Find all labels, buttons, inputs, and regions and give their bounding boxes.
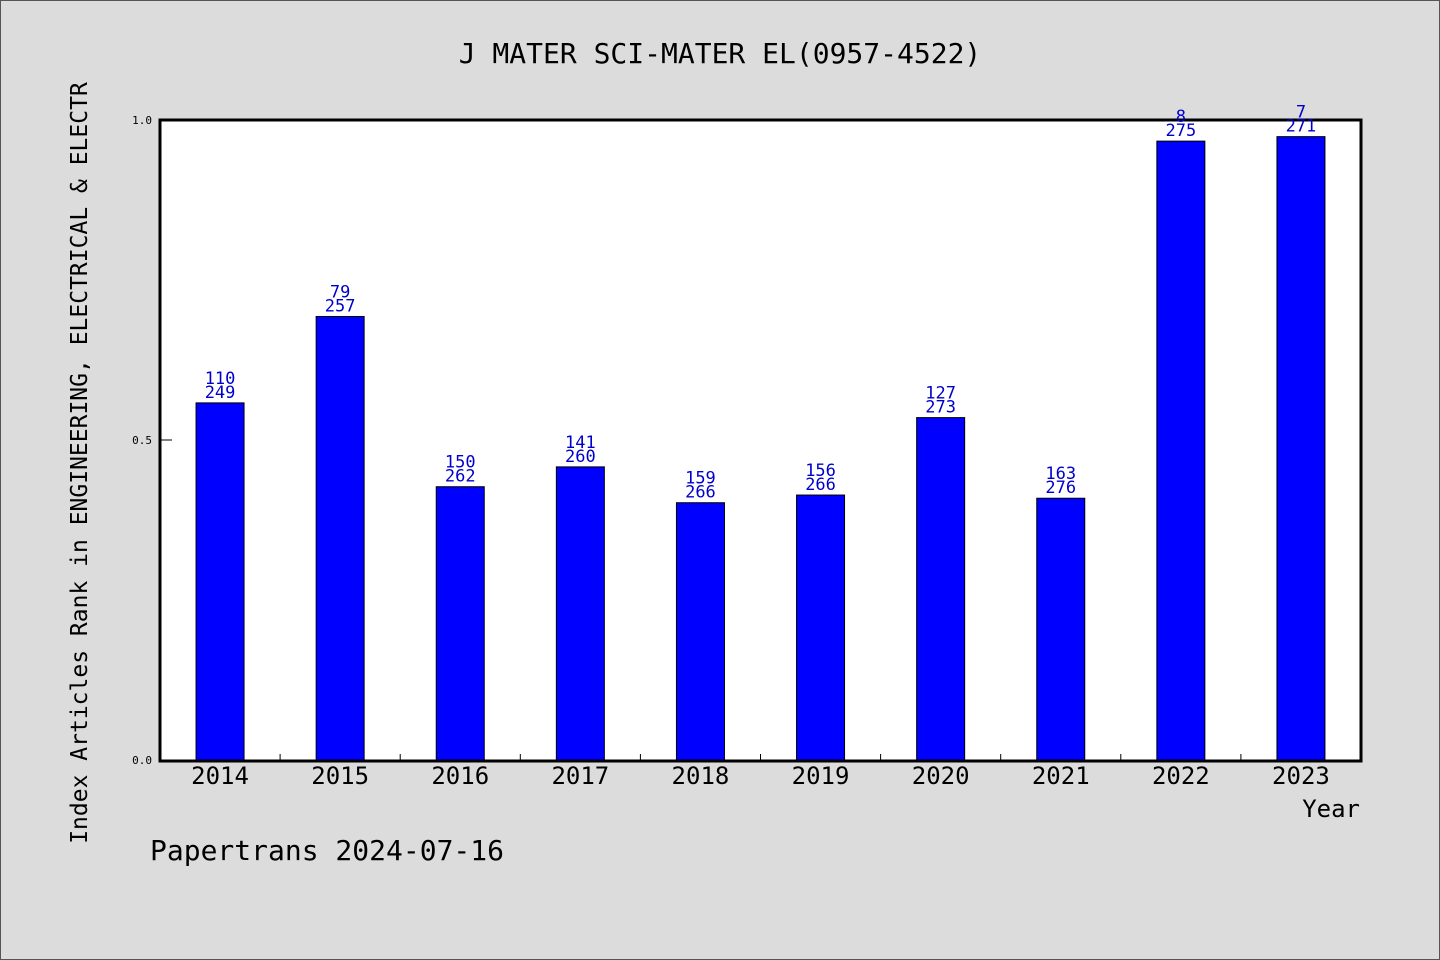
x-tick-label: 2017 xyxy=(551,762,609,790)
y-tick-label: 1.0 xyxy=(132,114,152,127)
x-tick-label: 2023 xyxy=(1272,762,1330,790)
footer-credit: Papertrans 2024-07-16 xyxy=(150,834,505,867)
rank-label: 150 xyxy=(445,453,476,473)
bar-2020 xyxy=(916,417,966,761)
x-tick-label: 2015 xyxy=(311,762,369,790)
x-tick-label: 2021 xyxy=(1032,762,1090,790)
x-tick-label: 2019 xyxy=(792,762,850,790)
x-tick-label: 2014 xyxy=(191,762,249,790)
total-label: 273 xyxy=(925,398,956,418)
rank-label: 163 xyxy=(1045,464,1076,484)
total-label: 249 xyxy=(205,383,236,403)
x-axis-label: Year xyxy=(1302,795,1360,823)
rank-label: 79 xyxy=(330,282,350,302)
total-label: 271 xyxy=(1286,117,1317,137)
y-tick-label: 0.0 xyxy=(132,754,152,767)
total-label: 266 xyxy=(805,475,836,495)
rank-label: 159 xyxy=(685,469,716,489)
bar-2019 xyxy=(796,494,846,761)
total-label: 260 xyxy=(565,447,596,467)
bar-2018 xyxy=(675,502,725,761)
ticks-layer: 0.0 0.5 1.0 xyxy=(132,114,1242,767)
bars-layer xyxy=(195,136,1326,761)
x-tick-label: 2016 xyxy=(431,762,489,790)
rank-label: 7 xyxy=(1296,103,1306,123)
bar-2017 xyxy=(555,466,605,761)
total-label: 266 xyxy=(685,483,716,503)
rank-label: 8 xyxy=(1176,107,1186,127)
bar-2014 xyxy=(195,402,245,761)
rank-label: 110 xyxy=(205,369,236,389)
total-label: 275 xyxy=(1165,121,1196,141)
x-tick-label: 2020 xyxy=(912,762,970,790)
x-tick-label: 2022 xyxy=(1152,762,1210,790)
total-label: 257 xyxy=(325,296,356,316)
y-axis-label: Index Articles Rank in ENGINEERING, ELEC… xyxy=(67,82,93,844)
chart-title: J MATER SCI-MATER EL(0957-4522) xyxy=(459,37,982,70)
bar-2022 xyxy=(1156,140,1206,761)
x-tick-label: 2018 xyxy=(672,762,730,790)
y-tick-label: 0.5 xyxy=(132,434,152,447)
total-label: 262 xyxy=(445,467,476,487)
rank-label: 141 xyxy=(565,433,596,453)
bar-2023 xyxy=(1276,136,1326,761)
rank-label: 127 xyxy=(925,384,956,404)
bar-2016 xyxy=(435,486,485,761)
total-label: 276 xyxy=(1045,478,1076,498)
rank-label: 156 xyxy=(805,461,836,481)
bar-2015 xyxy=(315,315,365,761)
bar-2021 xyxy=(1036,497,1086,761)
